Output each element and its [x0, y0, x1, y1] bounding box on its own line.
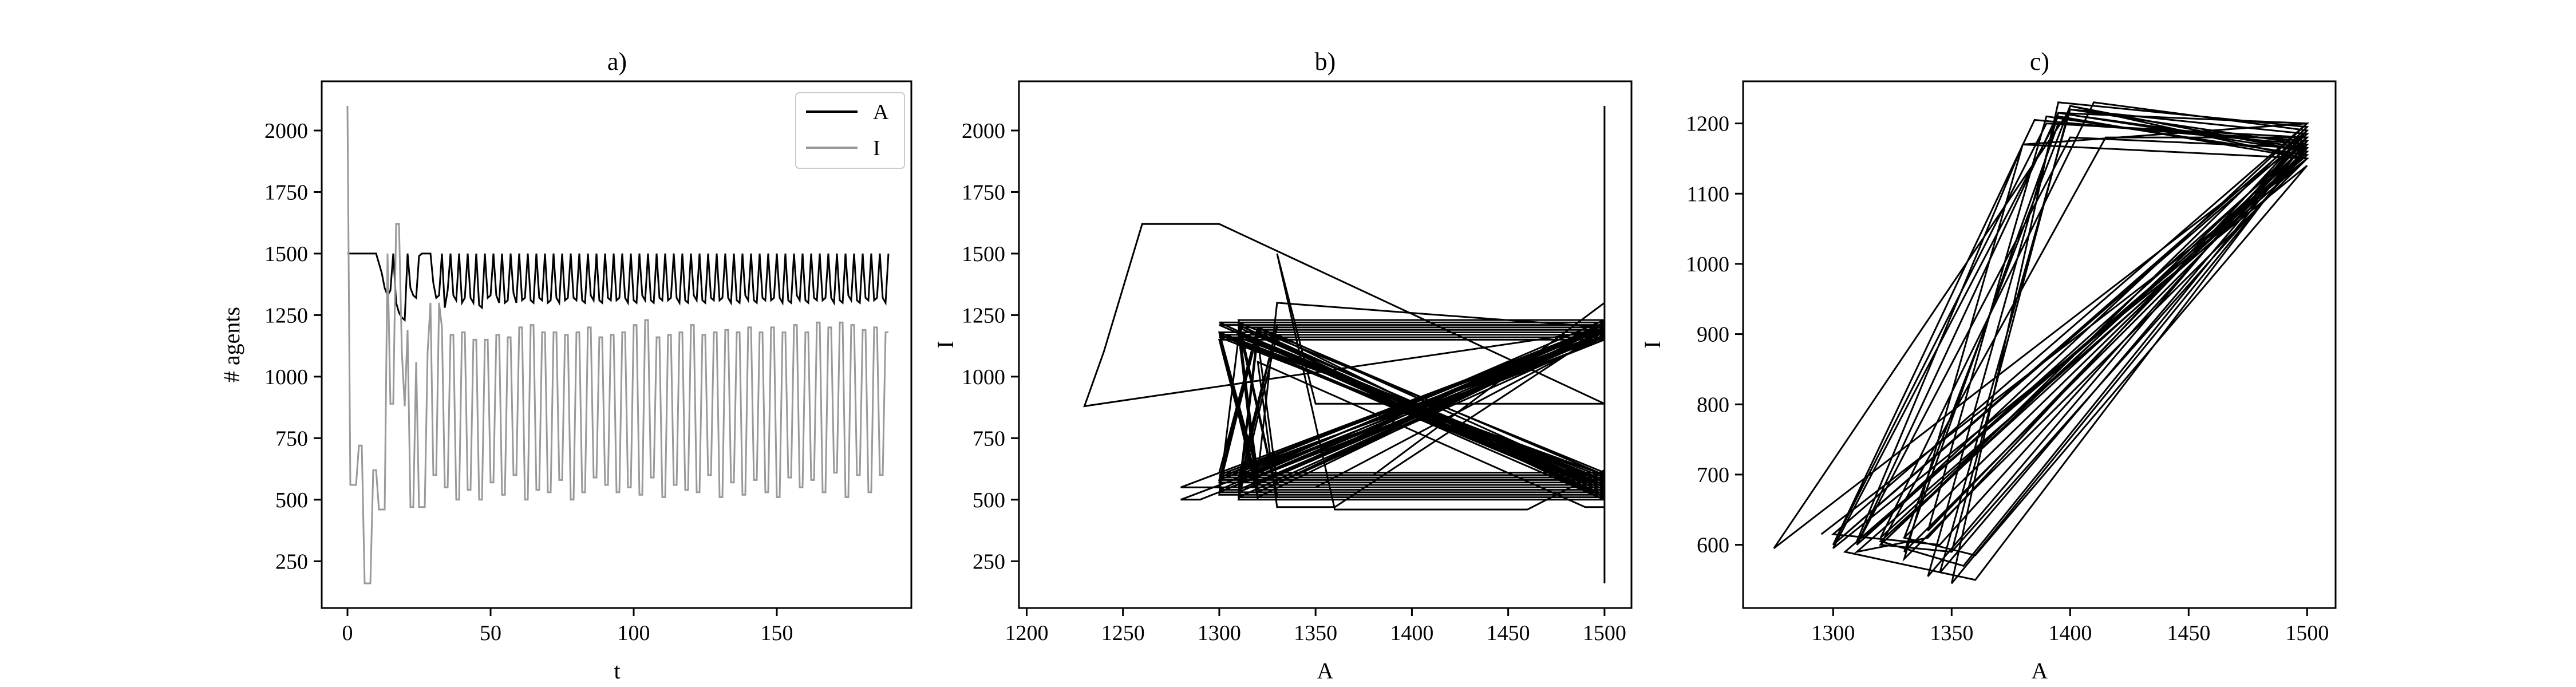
panel-b-ylabel: I: [933, 341, 958, 348]
panel-a-ytick-label: 500: [275, 488, 308, 512]
panel-a-title: a): [607, 48, 627, 76]
panel-b-ytick-label: 250: [973, 550, 1005, 574]
panel-b: b) 1200 1250 1300 1350 1400 1450 1500 250 500 75…: [933, 48, 1633, 684]
panel-b-ytick-label: 1000: [962, 365, 1005, 389]
panel-a-ytick-label: 1250: [264, 303, 308, 327]
panel-c-yticks: 600 700 800 900 1000 1100 1200: [1686, 112, 1743, 558]
panel-c-series-line: [1773, 101, 2310, 585]
panel-b-xtick-label: 1300: [1198, 621, 1241, 645]
panel-c-xtick-label: 1400: [2048, 621, 2092, 645]
panel-a-ytick-label: 1750: [264, 180, 308, 204]
panel-b-ytick-label: 2000: [962, 119, 1005, 143]
panel-c-title: c): [2030, 48, 2049, 76]
panel-a-series-i: [346, 105, 888, 585]
panel-c-ytick-label: 900: [1697, 323, 1729, 347]
panel-a-series-a: [347, 252, 890, 322]
panel-b-ytick-label: 1750: [962, 180, 1005, 204]
panel-c-xtick-label: 1300: [1811, 621, 1855, 645]
panel-b-xtick-label: 1250: [1101, 621, 1145, 645]
panel-c-xtick-label: 1450: [2167, 621, 2210, 645]
legend-label-a: A: [873, 100, 889, 124]
panel-c-frame: [1742, 80, 2337, 609]
panel-a-ylabel: # agents: [219, 307, 244, 382]
panel-a-plot: [346, 105, 890, 585]
panel-b-plot: [1083, 106, 1606, 583]
panel-c: c) 1300 1350 1400 1450 1500 600 700 800 900 1000…: [1639, 48, 2337, 684]
panel-b-xtick-label: 1350: [1294, 621, 1337, 645]
panel-c-ytick-label: 1100: [1686, 182, 1729, 206]
panel-b-xtick-label: 1400: [1390, 621, 1433, 645]
panel-a-ytick-label: 1000: [264, 365, 308, 389]
panel-c-xtick-label: 1500: [2285, 621, 2329, 645]
panel-a-xtick-label: 0: [342, 621, 353, 645]
panel-a-ytick-label: 2000: [264, 119, 308, 143]
panel-c-ytick-label: 1200: [1686, 112, 1729, 136]
panel-c-ylabel: I: [1639, 341, 1665, 348]
panel-a-ytick-label: 750: [275, 427, 308, 451]
panel-b-xtick-label: 1200: [1005, 621, 1048, 645]
panel-b-xticks: 1200 1250 1300 1350 1400 1450 1500: [1005, 608, 1626, 645]
panel-a: a) 0 50 100 150 250 500 750 1000 1250 1500 1750 20…: [219, 48, 912, 684]
panel-c-xlabel: A: [2032, 658, 2048, 684]
panel-b-xtick-label: 1450: [1487, 621, 1530, 645]
panel-a-frame: [321, 80, 912, 609]
panel-b-ytick-label: 1250: [962, 303, 1005, 327]
panel-b-xtick-label: 1500: [1583, 621, 1626, 645]
panel-a-xlabel: t: [614, 658, 620, 684]
panel-a-xtick-label: 100: [618, 621, 650, 645]
panel-c-plot: [1773, 101, 2310, 585]
legend-label-i: I: [873, 136, 880, 160]
panel-b-ytick-label: 500: [973, 488, 1005, 512]
panel-c-ytick-label: 1000: [1686, 252, 1729, 277]
panel-a-xtick-label: 50: [480, 621, 501, 645]
panel-a-ytick-label: 1500: [264, 242, 308, 266]
panel-b-ytick-label: 750: [973, 427, 1005, 451]
panel-a-xticks: 0 50 100 150: [342, 608, 793, 645]
panel-b-series-line: [1083, 106, 1606, 583]
panel-b-xlabel: A: [1317, 658, 1334, 684]
panel-c-ytick-label: 700: [1697, 463, 1729, 487]
panel-b-frame: [1018, 80, 1633, 609]
panel-c-ytick-label: 800: [1697, 393, 1729, 417]
panel-a-xtick-label: 150: [761, 621, 793, 645]
panel-a-yticks: 250 500 750 1000 1250 1500 1750 2000: [264, 119, 322, 574]
panel-c-xtick-label: 1350: [1930, 621, 1973, 645]
panel-b-yticks: 250 500 750 1000 1250 1500 1750 2000: [962, 119, 1019, 574]
panel-a-ytick-label: 250: [275, 550, 308, 574]
panel-b-ytick-label: 1500: [962, 242, 1005, 266]
panel-c-xticks: 1300 1350 1400 1450 1500: [1811, 608, 2329, 645]
legend: A I: [795, 92, 905, 169]
panel-b-title: b): [1315, 48, 1336, 76]
panel-c-ytick-label: 600: [1697, 534, 1729, 558]
